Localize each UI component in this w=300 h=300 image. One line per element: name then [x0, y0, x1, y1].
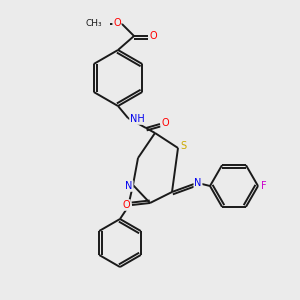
Text: O: O: [149, 31, 157, 41]
Text: O: O: [122, 200, 130, 210]
Text: O: O: [113, 18, 121, 28]
Text: O: O: [161, 118, 169, 128]
Text: N: N: [194, 178, 202, 188]
Text: F: F: [261, 181, 267, 191]
Text: N: N: [125, 181, 133, 191]
Text: CH₃: CH₃: [85, 20, 102, 28]
Text: S: S: [180, 141, 186, 151]
Text: NH: NH: [130, 114, 145, 124]
